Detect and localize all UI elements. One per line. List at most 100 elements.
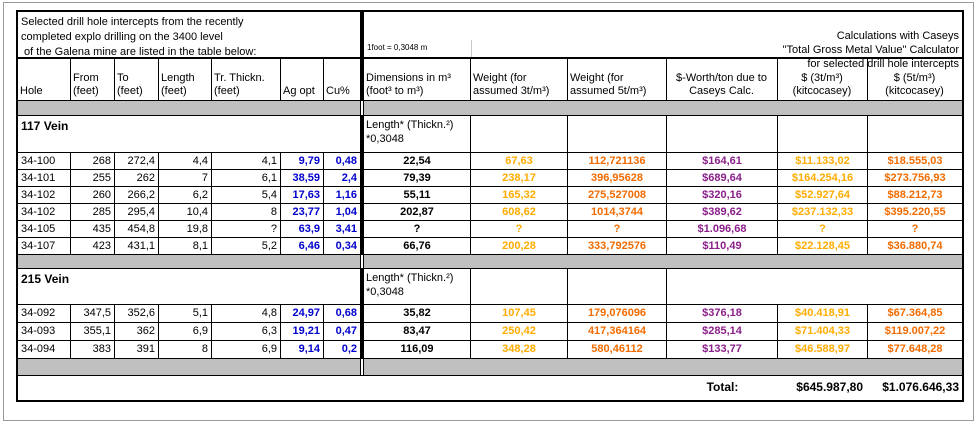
band-gap bbox=[360, 255, 364, 268]
cell-worth: $376,18 bbox=[667, 305, 778, 322]
separator-band bbox=[18, 101, 962, 116]
table-divider bbox=[360, 59, 364, 100]
header-to: To (feet) bbox=[115, 59, 159, 100]
cell-hole: 34-102 bbox=[18, 204, 71, 220]
cell-dimensions: 35,82 bbox=[364, 305, 471, 322]
table-divider bbox=[360, 305, 364, 322]
cell-cu: 0,68 bbox=[335, 307, 357, 319]
cell-tr-thickn: 6,3 bbox=[212, 323, 281, 340]
empty-cell bbox=[868, 116, 962, 152]
band-right bbox=[364, 359, 962, 375]
cell-worth: $133,77 bbox=[667, 341, 778, 358]
cell-from: 285 bbox=[71, 204, 115, 220]
cell-weight-3t: 608,62 bbox=[471, 204, 568, 220]
cell-weight-5t: 333,792576 bbox=[568, 238, 667, 254]
cell-ag: 9,79 bbox=[281, 153, 324, 169]
cell-weight-5t: 396,95628 bbox=[568, 170, 667, 186]
cell-ag: 24,97 bbox=[281, 305, 324, 322]
cell-tr-thickn: 6,1 bbox=[212, 170, 281, 186]
table-row: 34-102 285 295,4 10,4 8 23,77 1,04 202,8… bbox=[18, 204, 962, 221]
empty-cell bbox=[471, 116, 568, 152]
cell-hole: 34-100 bbox=[18, 153, 71, 169]
cell-weight-3t: ? bbox=[471, 221, 568, 237]
cell-to: 391 bbox=[115, 341, 159, 358]
cell-ag: 19,21 bbox=[281, 323, 324, 340]
band-left bbox=[18, 101, 360, 115]
cell-from: 255 bbox=[71, 170, 115, 186]
cell-from: 383 bbox=[71, 341, 115, 358]
total-value-3t: $645.987,80 bbox=[796, 380, 863, 394]
table-row: 34-101 255 262 7 6,1 38,59 2,4 79,39 238… bbox=[18, 170, 962, 187]
header-hole: Hole bbox=[18, 59, 71, 100]
table-row: 34-093 355,1 362 6,9 6,3 19,21 0,47 83,4… bbox=[18, 323, 962, 341]
header-dollars-3t: $ (3t/m³) (kitcocasey) bbox=[778, 59, 868, 100]
header-tr-thickn: Tr. Thickn. (feet) bbox=[212, 59, 281, 100]
table-divider bbox=[360, 187, 364, 203]
cell-weight-3t: 200,28 bbox=[471, 238, 568, 254]
band-left bbox=[18, 255, 360, 268]
cell-weight-5t: 275,527008 bbox=[568, 187, 667, 203]
table-divider bbox=[360, 238, 364, 254]
cell-dollars-3t: $22.128,45 bbox=[778, 238, 868, 254]
empty-cell bbox=[778, 116, 868, 152]
cell-dimensions: 66,76 bbox=[364, 238, 471, 254]
band-gap bbox=[360, 101, 364, 115]
calculator-caption: Calculations with Caseys "Total Gross Me… bbox=[364, 12, 962, 70]
cell-length: 7 bbox=[159, 170, 212, 186]
cell-tr-thickn: 5,4 bbox=[212, 187, 281, 203]
cell-hole: 34-102 bbox=[18, 187, 71, 203]
cell-weight-3t: 348,28 bbox=[471, 341, 568, 358]
table-row: 34-105 435 454,8 19,8 ? 63,9 3,41 ? ? ? … bbox=[18, 221, 962, 238]
header-dimensions: Dimensions in m³ (foot³ to m³) bbox=[364, 59, 471, 100]
table-divider bbox=[360, 116, 364, 152]
cell-weight-3t: 67,63 bbox=[471, 153, 568, 169]
cell-weight-5t: 179,076096 bbox=[568, 305, 667, 322]
cell-dimensions: ? bbox=[364, 221, 471, 237]
cell-ag: 23,77 bbox=[281, 204, 324, 220]
intro-text: Selected drill hole intercepts from the … bbox=[21, 16, 257, 58]
cell-dollars-5t: $88.212,73 bbox=[887, 189, 943, 201]
cell-length: 19,8 bbox=[159, 221, 212, 237]
cell-to: 362 bbox=[115, 323, 159, 340]
cell-cu: 2,4 bbox=[341, 172, 357, 184]
table-divider bbox=[360, 221, 364, 237]
cell-worth: $1.096,68 bbox=[667, 221, 778, 237]
cell-ag: 6,46 bbox=[281, 238, 324, 254]
cell-worth: $110,49 bbox=[667, 238, 778, 254]
dim-formula: Length* (Thickn.²) *0,3048 bbox=[364, 116, 471, 152]
cell-ag: 17,63 bbox=[281, 187, 324, 203]
cell-weight-3t: 250,42 bbox=[471, 323, 568, 340]
cell-tr-thickn: 4,1 bbox=[212, 153, 281, 169]
calculator-caption-text: Calculations with Caseys "Total Gross Me… bbox=[782, 30, 959, 70]
vein-name: 215 Vein bbox=[21, 272, 70, 286]
cell-tr-thickn: 8 bbox=[212, 204, 281, 220]
cell-length: 6,9 bbox=[159, 323, 212, 340]
title-block: Selected drill hole intercepts from the … bbox=[18, 12, 962, 70]
empty-cell bbox=[667, 116, 778, 152]
cell-weight-3t: 165,32 bbox=[471, 187, 568, 203]
cell-to: 431,1 bbox=[115, 238, 159, 254]
header-from: From (feet) bbox=[71, 59, 115, 100]
cell-hole: 34-094 bbox=[18, 341, 71, 358]
table-divider bbox=[360, 12, 364, 57]
window-frame bbox=[3, 2, 974, 421]
table-divider bbox=[360, 269, 364, 304]
table-row: 34-107 423 431,1 8,1 5,2 6,46 0,34 66,76… bbox=[18, 238, 962, 255]
cell-length: 4,4 bbox=[159, 153, 212, 169]
vein-name: 117 Vein bbox=[21, 119, 69, 133]
cell-weight-5t: 1014,3744 bbox=[568, 204, 667, 220]
table-divider bbox=[360, 323, 364, 340]
cell-dollars-3t: $46.588,97 bbox=[778, 341, 868, 358]
cell-dimensions: 22,54 bbox=[364, 153, 471, 169]
cell-weight-5t: 417,364164 bbox=[568, 323, 667, 340]
band-right bbox=[364, 255, 962, 268]
cell-dollars-5t: ? bbox=[911, 223, 919, 235]
cell-ag: 63,9 bbox=[281, 221, 324, 237]
section-header-117: 117 Vein Length* (Thickn.²) *0,3048 bbox=[18, 116, 962, 153]
table-divider bbox=[360, 341, 364, 358]
cell-cu: 0,34 bbox=[335, 240, 357, 252]
cell-hole: 34-101 bbox=[18, 170, 71, 186]
cell-weight-5t: 112,721136 bbox=[568, 153, 667, 169]
cell-tr-thickn: ? bbox=[212, 221, 281, 237]
cell-to: 454,8 bbox=[115, 221, 159, 237]
